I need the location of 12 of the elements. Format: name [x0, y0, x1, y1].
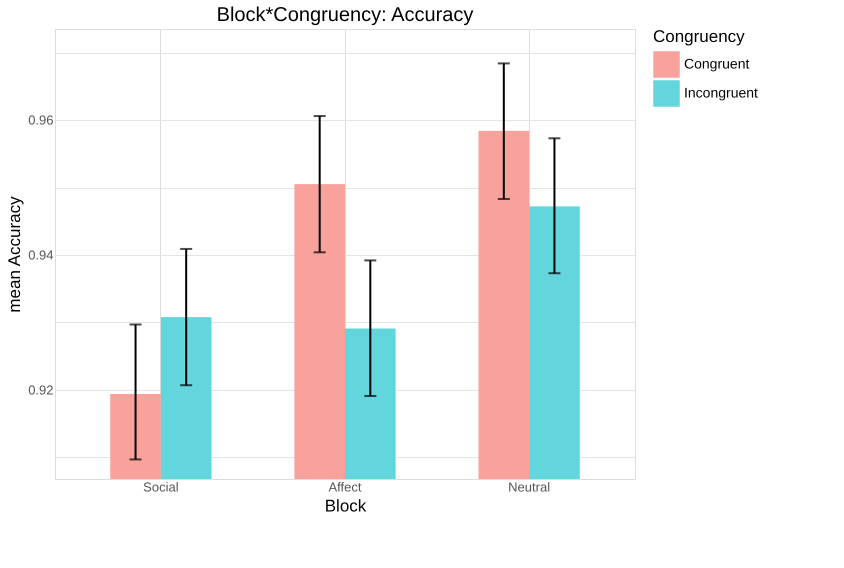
x-axis-title: Block: [324, 496, 367, 516]
y-tick-label: 0.94: [28, 248, 54, 263]
chart-title: Block*Congruency: Accuracy: [216, 4, 474, 26]
x-tick-label: Neutral: [508, 480, 550, 494]
legend-label: Incongruent: [684, 84, 758, 100]
y-tick-label: 0.96: [28, 112, 54, 128]
y-tick-label: 0.92: [28, 382, 54, 398]
x-tick-label: Social: [143, 480, 179, 494]
legend-label: Congruent: [684, 56, 750, 72]
legend-title: Congruency: [653, 27, 746, 46]
x-tick-label: Affect: [328, 480, 362, 494]
y-axis-title: mean Accuracy: [5, 196, 24, 313]
